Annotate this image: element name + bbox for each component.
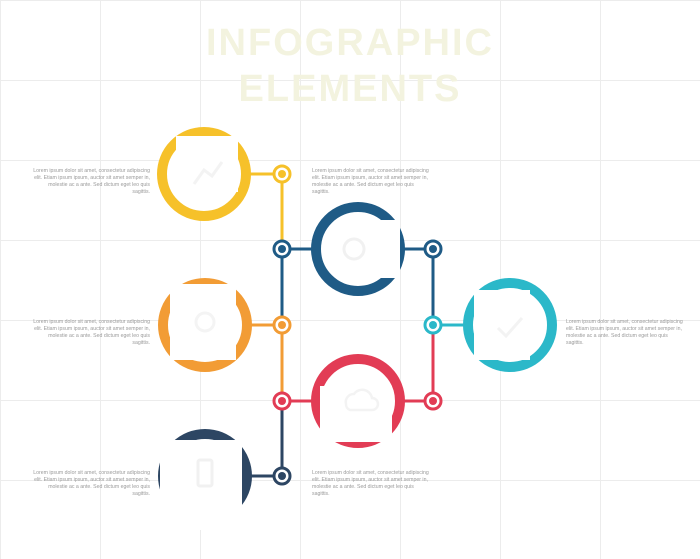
node-teal	[423, 315, 443, 335]
step-circle-teal	[463, 278, 557, 372]
step-circle-blue	[311, 202, 405, 296]
step-text-navy: Lorem ipsum dolor sit amet, consectetur …	[33, 470, 150, 497]
gear-icon	[194, 311, 216, 333]
cloud-icon	[344, 388, 380, 412]
step-circle-orange	[158, 278, 252, 372]
title-line-1: INFOGRAPHIC	[206, 22, 494, 64]
step-text-blue: Lorem ipsum dolor sit amet, consectetur …	[312, 168, 429, 195]
chart-icon	[192, 161, 224, 185]
node-red-right	[423, 391, 443, 411]
step-circle-navy	[158, 429, 252, 530]
phone-icon	[196, 458, 214, 488]
step-text-yellow: Lorem ipsum dolor sit amet, consectetur …	[33, 168, 150, 195]
step-circle-red	[311, 354, 405, 448]
node-orange	[272, 315, 292, 335]
node-blue-right	[423, 239, 443, 259]
node-navy	[272, 466, 292, 486]
step-text-orange: Lorem ipsum dolor sit amet, consectetur …	[33, 319, 150, 346]
node-yellow	[272, 164, 292, 184]
node-red-left	[272, 391, 292, 411]
step-text-red: Lorem ipsum dolor sit amet, consectetur …	[312, 470, 429, 497]
check-icon	[496, 317, 524, 339]
title-line-2: ELEMENTS	[238, 68, 462, 110]
target-icon	[342, 237, 366, 261]
step-text-teal: Lorem ipsum dolor sit amet, consectetur …	[566, 319, 683, 346]
node-blue-left	[272, 239, 292, 259]
step-circle-yellow	[157, 127, 251, 221]
